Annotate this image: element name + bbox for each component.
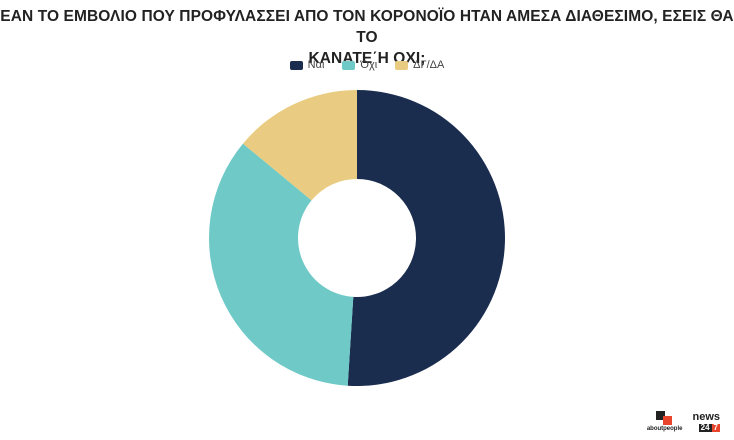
chart-legend: Ναι Όχι ΔΓ/ΔΑ: [0, 59, 734, 71]
legend-item-yes[interactable]: Ναι: [289, 59, 325, 71]
news247-logo: news 24 7: [692, 412, 720, 432]
aboutpeople-logo: aboutpeople: [646, 411, 683, 432]
footer-brands: aboutpeople news 24 7: [647, 411, 720, 432]
donut-slice-dk[interactable]: [242, 90, 357, 201]
aboutpeople-mark-icon: [655, 411, 674, 425]
donut-slice-yes[interactable]: [347, 90, 505, 386]
news-number-badge: 24 7: [698, 423, 720, 432]
legend-label-dk: ΔΓ/ΔΑ: [413, 59, 445, 71]
legend-swatch-yes: [289, 60, 303, 70]
legend-item-dk[interactable]: ΔΓ/ΔΑ: [395, 59, 444, 71]
legend-swatch-no: [342, 60, 356, 70]
donut-slice-no[interactable]: [209, 143, 354, 386]
news-wordmark: news: [692, 411, 720, 423]
chart-title: ΕΑΝ ΤΟ ΕΜΒΟΛΙΟ ΠΟΥ ΠΡΟΦΥΛΑΣΣΕΙ ΑΠΟ ΤΟΝ Κ…: [0, 6, 734, 69]
chart-title-line-1: ΕΑΝ ΤΟ ΕΜΒΟΛΙΟ ΠΟΥ ΠΡΟΦΥΛΑΣΣΕΙ ΑΠΟ ΤΟΝ Κ…: [0, 8, 734, 46]
legend-item-no[interactable]: Όχι: [342, 59, 377, 71]
legend-swatch-dk: [395, 60, 409, 70]
aboutpeople-wordmark: aboutpeople: [646, 426, 683, 432]
legend-label-yes: Ναι: [307, 59, 325, 71]
legend-label-no: Όχι: [360, 59, 378, 71]
